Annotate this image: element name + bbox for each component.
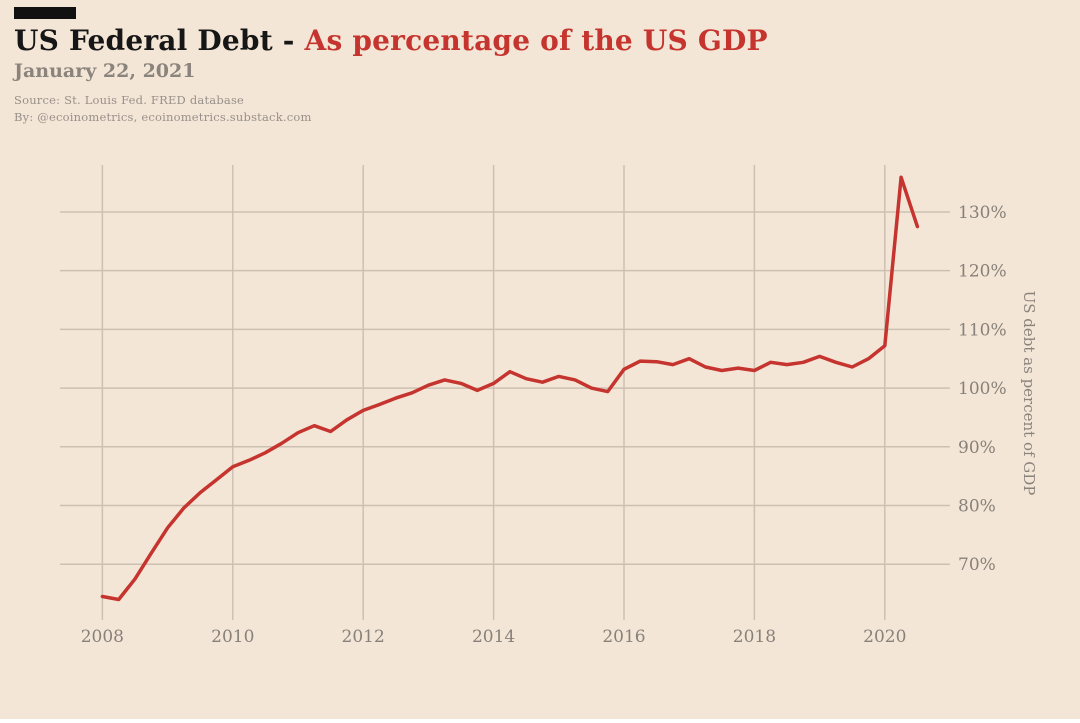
x-axis-tick-label: 2014 [472, 627, 515, 647]
x-axis-tick-label: 2018 [733, 627, 776, 647]
x-axis-tick-label: 2012 [342, 627, 385, 647]
y-axis-tick-label: 90% [958, 438, 996, 458]
y-axis-tick-label: 100% [958, 379, 1007, 399]
y-axis-tick-label: 80% [958, 497, 996, 517]
title-red-part: As percentage of the US GDP [304, 24, 768, 57]
x-axis-tick-label: 2008 [81, 627, 124, 647]
y-axis-tick-label: 120% [958, 262, 1007, 282]
y-axis-tick-label: 130% [958, 203, 1007, 223]
debt-series-line [100, 175, 920, 602]
x-axis-tick-label: 2016 [602, 627, 645, 647]
source-credit: Source: St. Louis Fed. FRED database [14, 93, 245, 107]
accent-bar [14, 7, 76, 19]
y-axis-tick-label: 110% [958, 320, 1007, 340]
y-axis-title: US debt as percent of GDP [1020, 291, 1038, 496]
x-axis-tick-label: 2010 [211, 627, 254, 647]
page-title: US Federal Debt - As percentage of the U… [14, 24, 768, 57]
y-axis-tick-label: 70% [958, 555, 996, 575]
chart-date: January 22, 2021 [14, 60, 196, 82]
title-black-part: US Federal Debt - [14, 24, 305, 57]
x-axis-tick-label: 2020 [863, 627, 906, 647]
author-credit: By: @ecoinometrics, ecoinometrics.substa… [14, 110, 312, 124]
